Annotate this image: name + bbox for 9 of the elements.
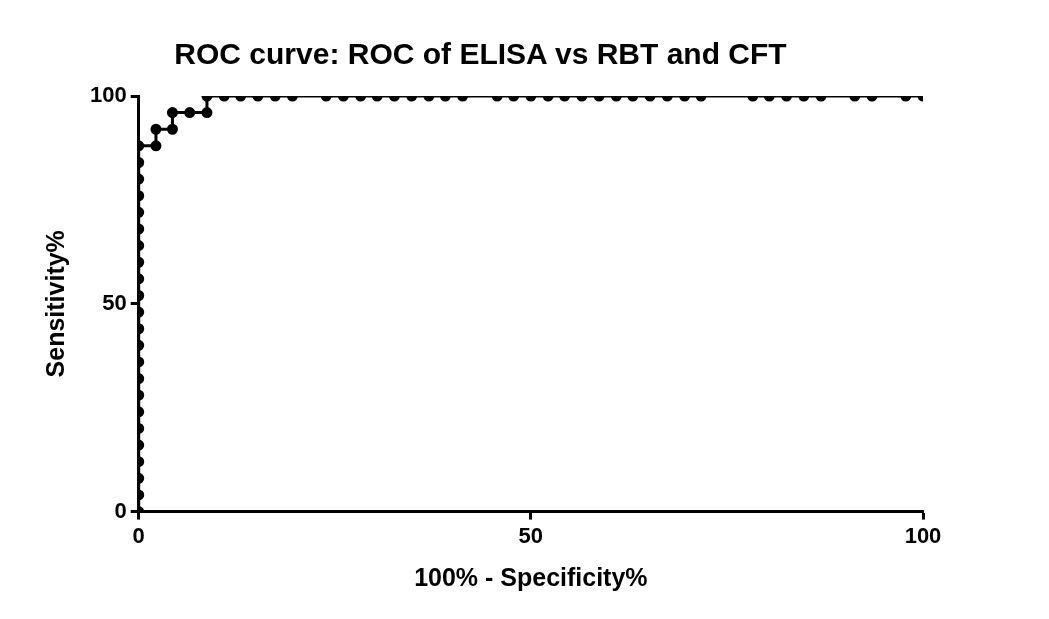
x-tick-label: 100 (904, 522, 942, 548)
y-axis-title: Sensitivity% (40, 230, 69, 378)
x-axis-title: 100% - Specificity% (414, 562, 648, 591)
y-tick-label: 100 (89, 82, 127, 108)
x-tick-label: 0 (132, 522, 145, 548)
chart-title: ROC curve: ROC of ELISA vs RBT and CFT (174, 37, 787, 71)
x-tick-label: 50 (518, 522, 544, 548)
y-tick-label: 50 (102, 289, 127, 315)
y-tick-label: 0 (114, 497, 127, 523)
